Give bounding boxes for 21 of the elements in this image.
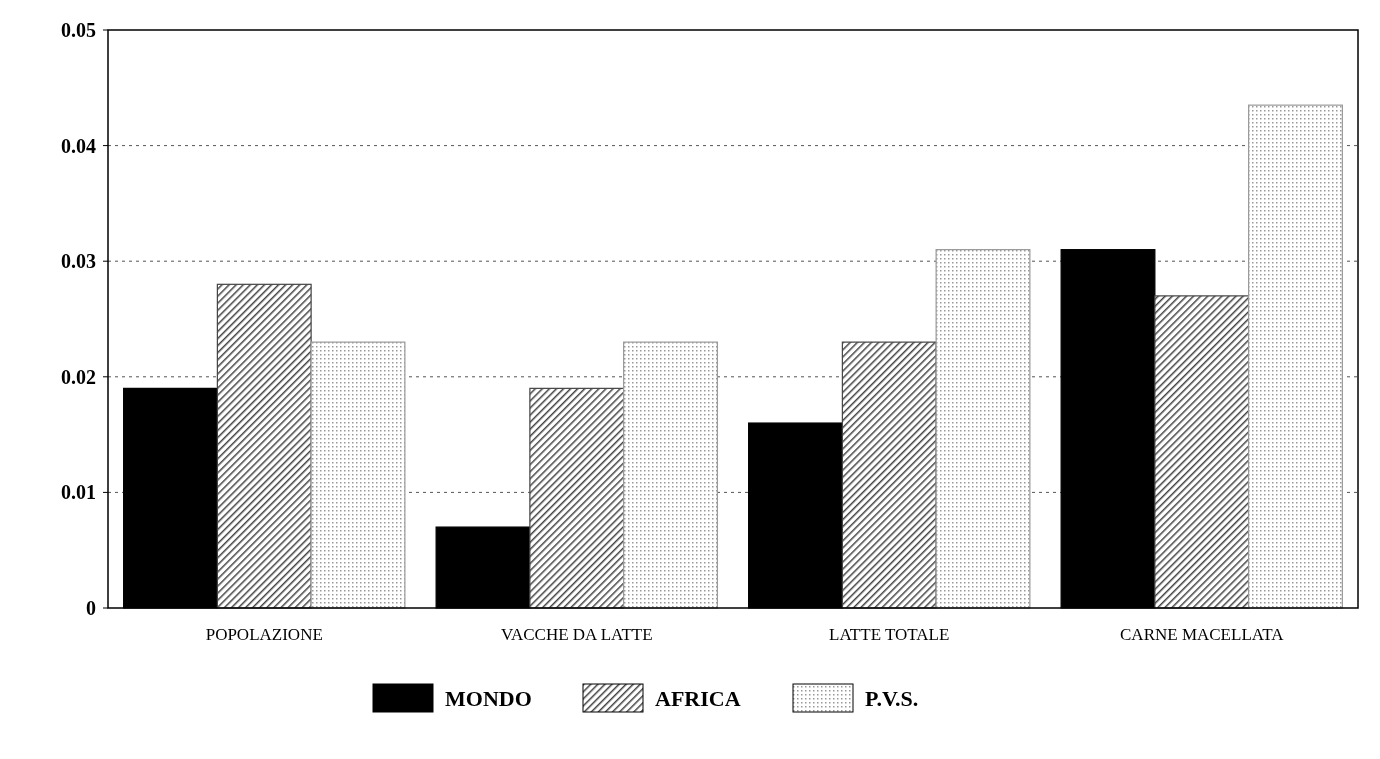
bar bbox=[841, 341, 937, 609]
y-tick-label: 0 bbox=[86, 597, 96, 619]
y-tick-label: 0.01 bbox=[61, 481, 96, 504]
bar bbox=[310, 341, 406, 609]
legend-label: AFRICA bbox=[655, 685, 741, 711]
bar bbox=[216, 283, 312, 609]
x-tick-label: CARNE MACELLATA bbox=[1120, 625, 1285, 644]
bar bbox=[1248, 104, 1343, 609]
bar bbox=[1154, 295, 1250, 609]
x-tick-label: POPOLAZIONE bbox=[205, 625, 323, 644]
y-tick-label: 0.05 bbox=[61, 19, 96, 41]
bar bbox=[935, 249, 1031, 609]
bar bbox=[529, 387, 625, 609]
x-tick-label: VACCHE DA LATTE bbox=[500, 625, 653, 644]
legend-label: MONDO bbox=[445, 685, 532, 711]
x-tick-label: LATTE TOTALE bbox=[829, 625, 950, 644]
legend-label: P.V.S. bbox=[865, 685, 919, 711]
y-tick-label: 0.04 bbox=[61, 134, 96, 157]
y-tick-label: 0.03 bbox=[61, 250, 96, 273]
y-tick-label: 0.02 bbox=[61, 365, 96, 388]
bar bbox=[623, 341, 718, 609]
